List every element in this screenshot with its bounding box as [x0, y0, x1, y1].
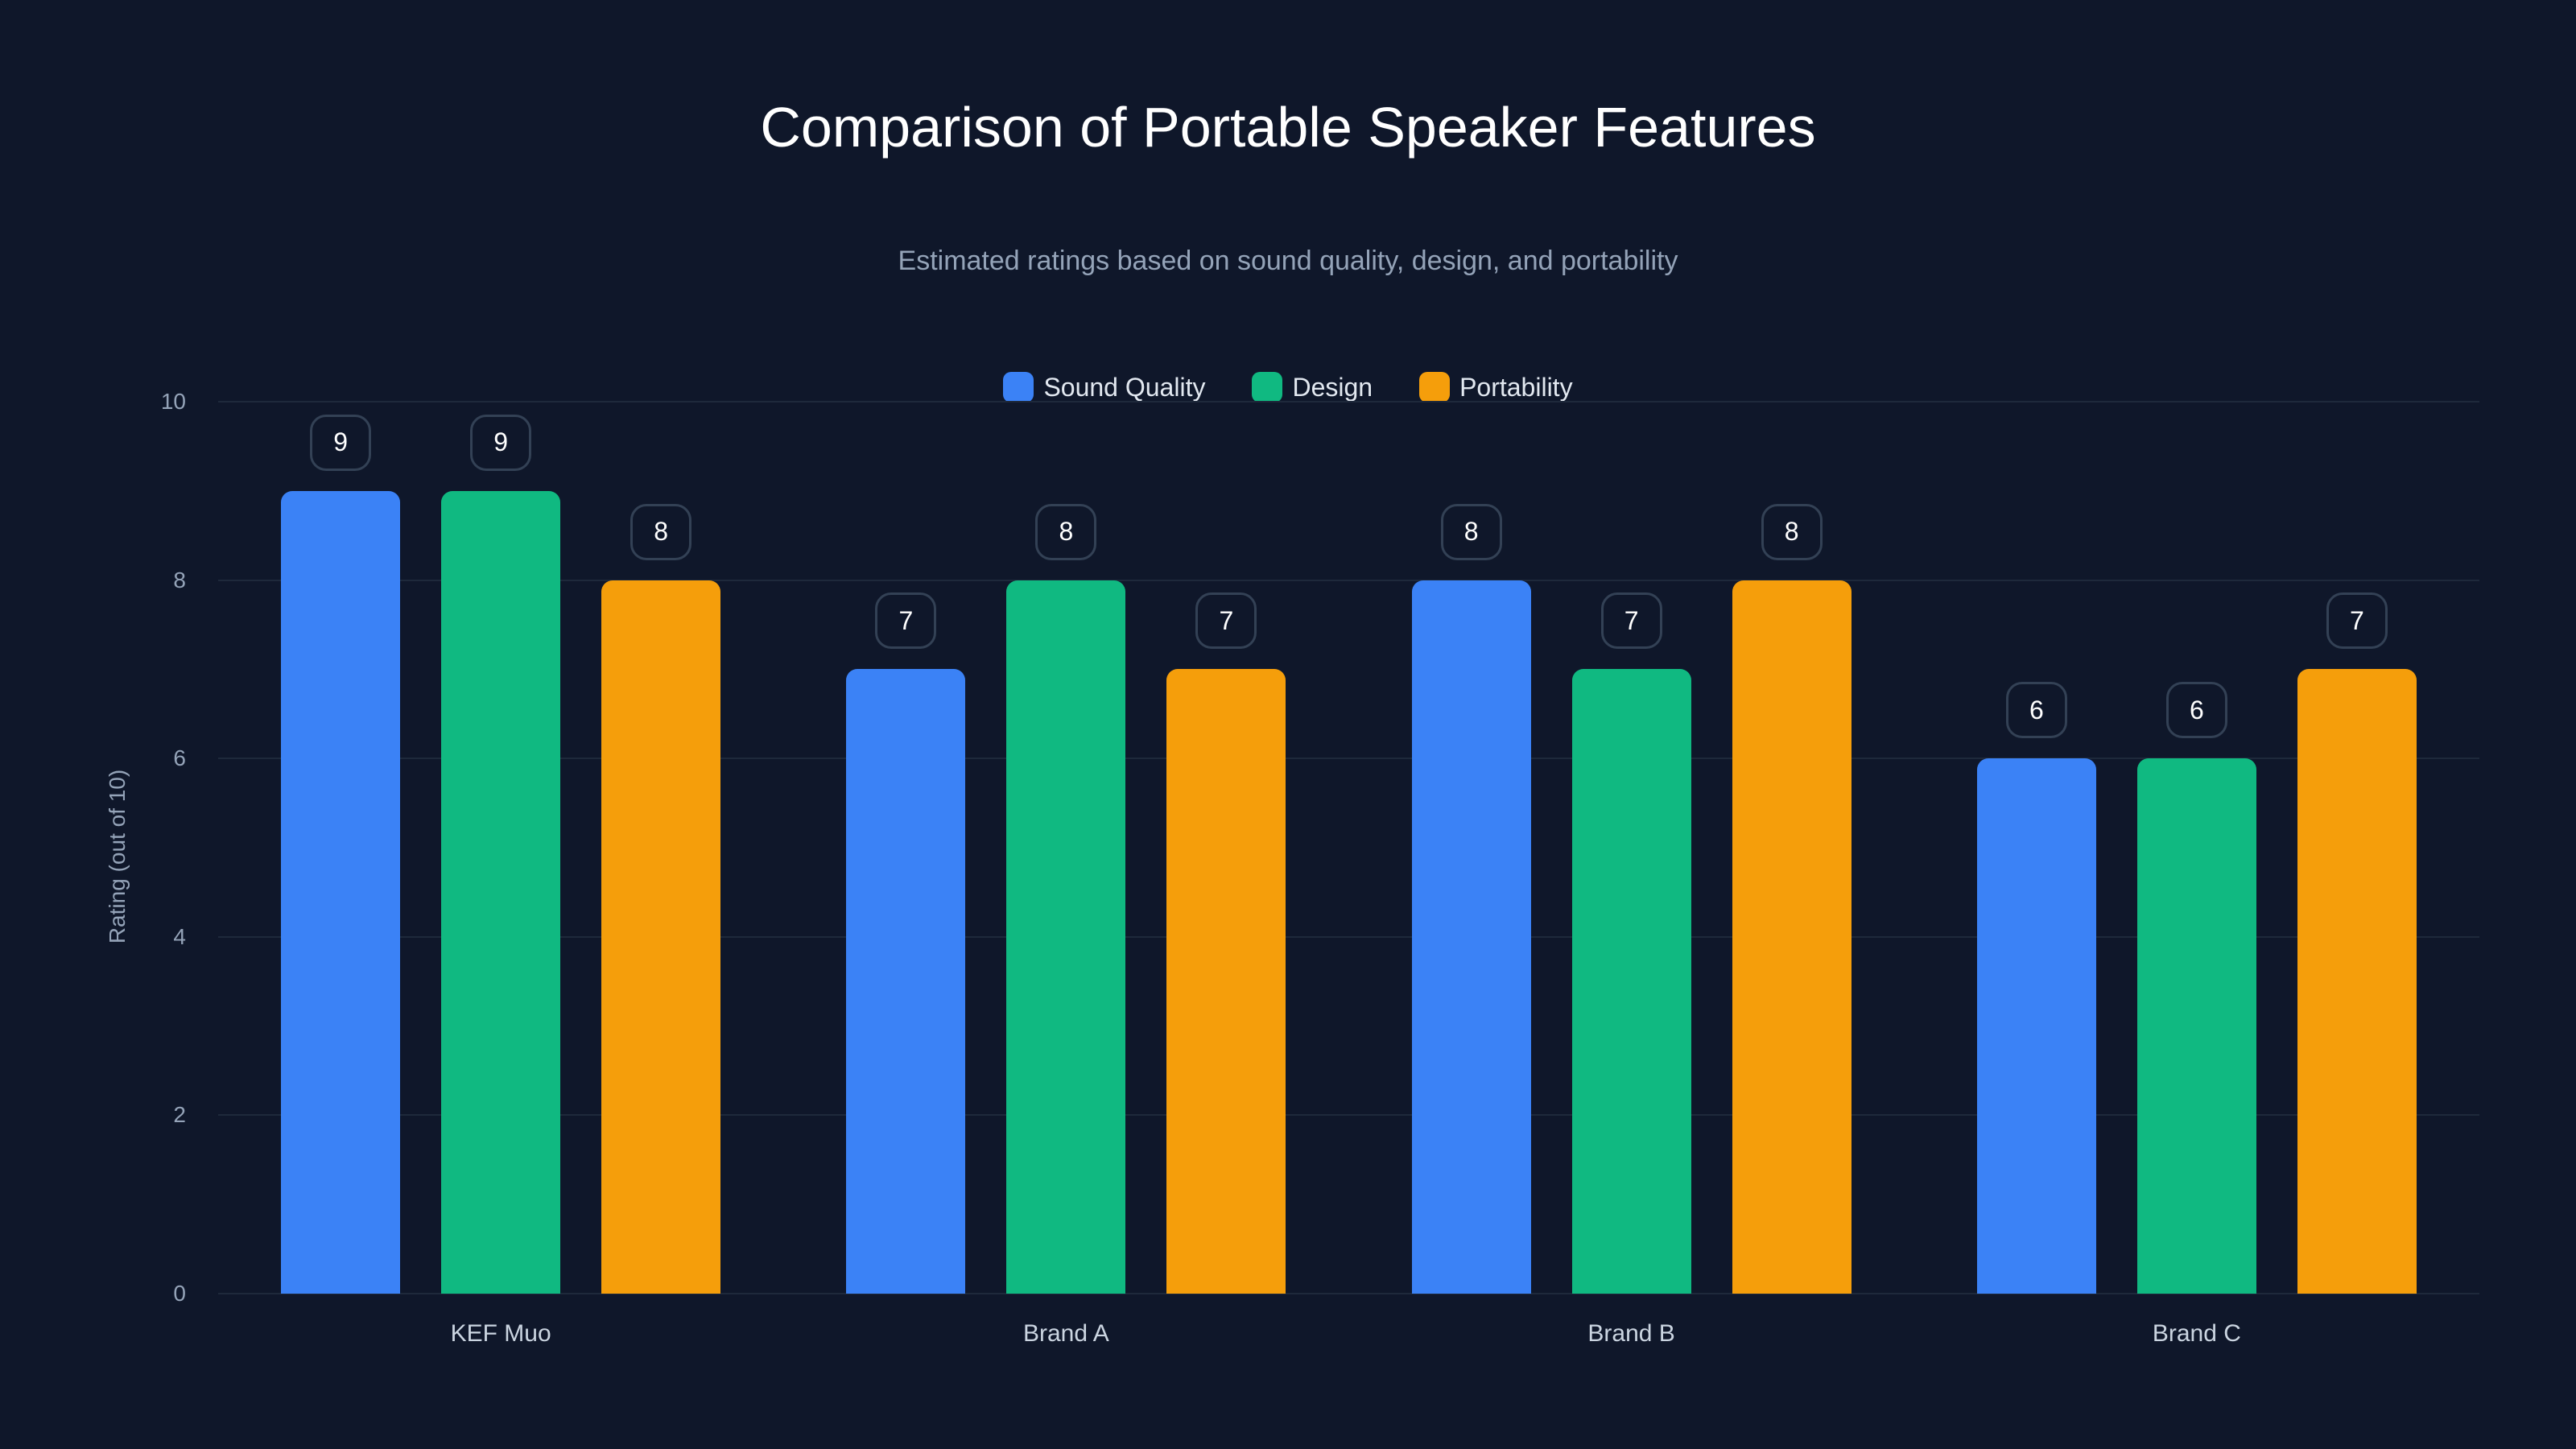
legend-swatch-icon	[1419, 372, 1451, 402]
bar-portability-brand-b[interactable]	[1732, 580, 1852, 1294]
x-tick-label: Brand C	[2152, 1320, 2241, 1347]
legend-item-sound-quality[interactable]: Sound Quality	[1003, 372, 1205, 402]
legend-label: Sound Quality	[1043, 372, 1206, 402]
bar-sound-quality-brand-a[interactable]	[846, 669, 966, 1294]
bar-design-kef-muo[interactable]	[441, 490, 561, 1294]
gridline	[218, 758, 2479, 760]
bar-design-brand-c[interactable]	[2136, 758, 2256, 1294]
bar-sound-quality-brand-b[interactable]	[1411, 580, 1531, 1294]
x-tick-label: Brand B	[1587, 1320, 1675, 1347]
bar-value-label: 8	[1035, 503, 1097, 560]
legend-label: Design	[1292, 372, 1373, 402]
bar-value-label: 9	[310, 414, 372, 471]
bar-design-brand-b[interactable]	[1571, 669, 1691, 1294]
bar-design-brand-a[interactable]	[1006, 580, 1126, 1294]
gridline	[218, 401, 2479, 402]
y-tick-label: 6	[173, 745, 186, 771]
gridline	[218, 935, 2479, 938]
bar-portability-brand-a[interactable]	[1166, 669, 1286, 1294]
legend-swatch-icon	[1003, 372, 1034, 402]
chart-subtitle: Estimated ratings based on sound quality…	[898, 246, 1678, 276]
legend: Sound Quality Design Portability	[0, 372, 2576, 402]
gridline	[218, 579, 2479, 581]
gridline	[218, 1114, 2479, 1117]
y-tick-label: 0	[173, 1281, 186, 1306]
bar-value-label: 7	[2326, 592, 2388, 650]
bar-sound-quality-kef-muo[interactable]	[281, 490, 401, 1294]
bar-sound-quality-brand-c[interactable]	[1976, 758, 2096, 1294]
bar-value-label: 6	[2165, 682, 2227, 739]
y-tick-label: 8	[173, 567, 186, 592]
bar-value-label: 6	[2005, 682, 2067, 739]
bar-value-label: 8	[1761, 503, 1823, 560]
chart-title: Comparison of Portable Speaker Features	[760, 96, 1816, 159]
legend-label: Portability	[1459, 372, 1573, 402]
bar-value-label: 9	[470, 414, 532, 471]
bar-portability-kef-muo[interactable]	[601, 580, 721, 1294]
plot-area: 9 9 8 7 8 7 8 7 8 6 6 7	[218, 401, 2479, 1294]
y-tick-label: 4	[173, 923, 186, 949]
bar-value-label: 8	[630, 503, 692, 560]
bar-value-label: 7	[875, 592, 937, 650]
legend-swatch-icon	[1252, 372, 1283, 402]
y-tick-label: 10	[160, 389, 186, 414]
bar-value-label: 7	[1195, 592, 1257, 650]
bar-value-label: 7	[1600, 592, 1662, 650]
legend-item-portability[interactable]: Portability	[1419, 372, 1573, 402]
legend-item-design[interactable]: Design	[1252, 372, 1373, 402]
y-tick-label: 2	[173, 1102, 186, 1128]
gridline	[218, 1293, 2479, 1294]
bar-value-label: 8	[1440, 503, 1502, 560]
y-axis-label: Rating (out of 10)	[105, 769, 130, 944]
bar-portability-brand-c[interactable]	[2297, 669, 2417, 1294]
x-tick-label: Brand A	[1023, 1320, 1109, 1347]
x-tick-label: KEF Muo	[450, 1320, 551, 1347]
